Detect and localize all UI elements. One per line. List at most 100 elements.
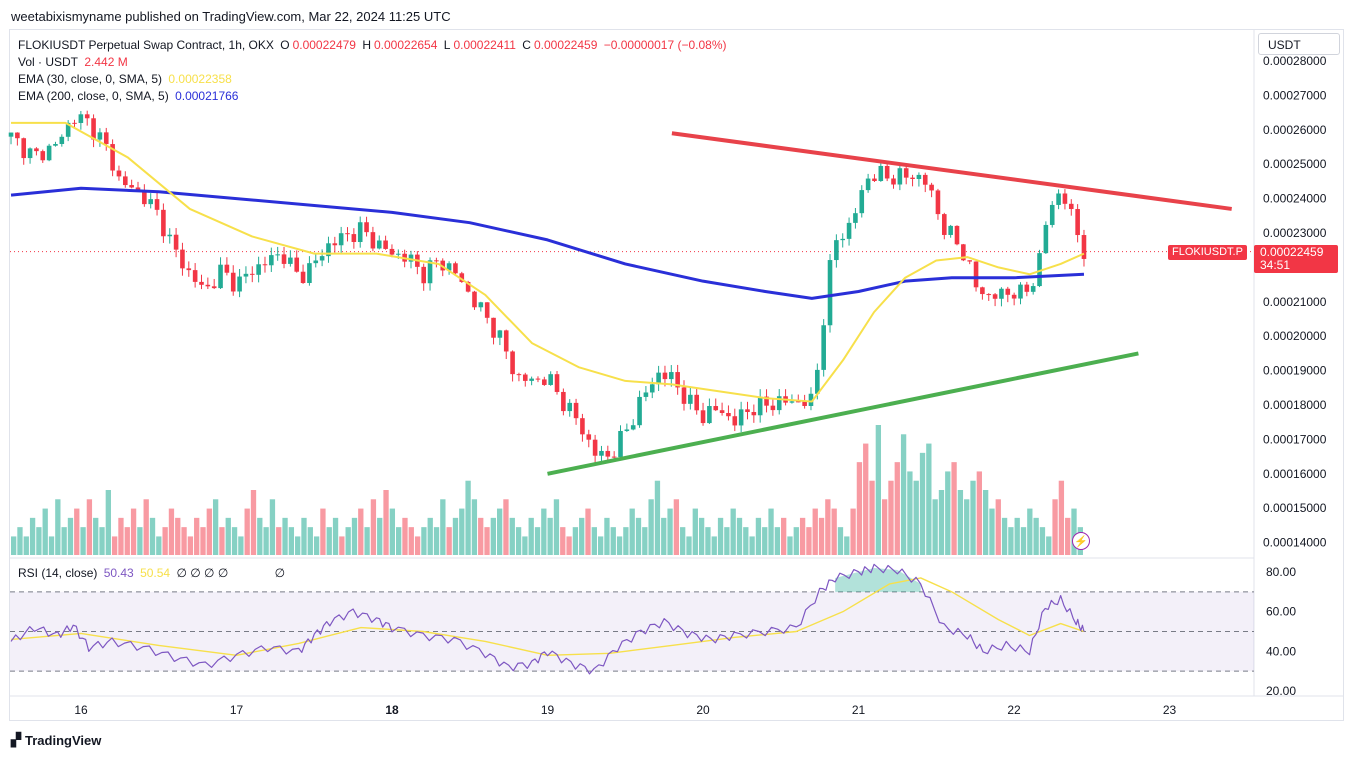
volume-bar bbox=[1027, 508, 1033, 555]
candle-body bbox=[884, 165, 890, 179]
volume-bar bbox=[61, 527, 67, 555]
candle-body bbox=[148, 199, 153, 205]
volume-bar bbox=[269, 499, 276, 555]
candle-body bbox=[878, 165, 884, 182]
candle-body bbox=[535, 378, 541, 380]
candle-body bbox=[319, 256, 325, 261]
volume-bar bbox=[23, 536, 29, 555]
low-value: 0.00022411 bbox=[453, 38, 516, 52]
candle-body bbox=[802, 401, 807, 406]
candle-body bbox=[827, 260, 833, 326]
volume-bar bbox=[396, 527, 402, 555]
volume-bar bbox=[143, 499, 149, 555]
volume-bar bbox=[219, 527, 225, 555]
candle-body bbox=[288, 257, 293, 264]
candle-body bbox=[910, 177, 915, 179]
candle-body bbox=[738, 409, 744, 426]
candle-body bbox=[745, 409, 750, 413]
volume-bar bbox=[86, 499, 93, 555]
volume-bar bbox=[705, 527, 711, 555]
close-value: 0.00022459 bbox=[533, 38, 598, 52]
volume-bar bbox=[225, 517, 231, 555]
volume-bar bbox=[17, 527, 23, 555]
volume-bar bbox=[560, 527, 566, 555]
volume-bar bbox=[711, 536, 717, 555]
candle-body bbox=[561, 391, 566, 412]
candle-body bbox=[294, 257, 300, 272]
volume-bar bbox=[642, 527, 648, 555]
volume-bar bbox=[465, 480, 471, 555]
candle-body bbox=[389, 248, 395, 255]
volume-bar bbox=[295, 536, 301, 555]
candle-body bbox=[269, 255, 274, 266]
volume-bar bbox=[686, 536, 692, 555]
volume-bar bbox=[724, 527, 730, 555]
volume-bar bbox=[787, 536, 793, 555]
volume-bar bbox=[124, 527, 130, 555]
price-tick-label: 0.00016000 bbox=[1263, 467, 1327, 481]
volume-bar bbox=[957, 490, 964, 555]
symbol-legend: FLOKIUSDT Perpetual Swap Contract, 1h, O… bbox=[18, 38, 729, 52]
symbol-price-tag: FLOKIUSDT.P bbox=[1168, 245, 1247, 260]
candle-body bbox=[345, 233, 350, 235]
candle-body bbox=[732, 416, 738, 426]
rsi-label: RSI (14, close) bbox=[18, 566, 98, 580]
volume-bar bbox=[806, 527, 812, 555]
volume-bar bbox=[80, 527, 86, 555]
volume-bar bbox=[206, 508, 212, 555]
candle-body bbox=[186, 268, 192, 271]
candle-body bbox=[872, 178, 877, 182]
volume-bar bbox=[932, 499, 938, 555]
candle-body bbox=[707, 406, 712, 424]
volume-bar bbox=[67, 517, 74, 555]
volume-bar bbox=[1039, 527, 1046, 555]
flash-icon[interactable]: ⚡ bbox=[1072, 532, 1090, 550]
candle-body bbox=[529, 378, 534, 381]
candle-body bbox=[859, 190, 865, 214]
volume-bar bbox=[111, 536, 118, 555]
candle-body bbox=[764, 396, 769, 406]
candle-body bbox=[497, 330, 503, 338]
change-value: −0.00000017 (−0.08%) bbox=[603, 38, 727, 52]
volume-bar bbox=[667, 508, 673, 555]
candle-body bbox=[491, 317, 496, 338]
volume-bar bbox=[825, 499, 831, 555]
candle-body bbox=[681, 387, 687, 404]
candle-body bbox=[688, 394, 693, 404]
volume-bar bbox=[433, 527, 440, 555]
candle-body bbox=[262, 264, 268, 266]
candle-body bbox=[834, 240, 839, 261]
volume-bar bbox=[263, 527, 269, 555]
time-tick-label: 18 bbox=[385, 703, 399, 717]
volume-bar bbox=[1014, 517, 1020, 555]
candle-body bbox=[1062, 193, 1068, 204]
candle-body bbox=[891, 178, 896, 185]
chart-frame[interactable] bbox=[9, 29, 1344, 721]
volume-bar bbox=[907, 471, 913, 555]
candle-body bbox=[986, 294, 992, 296]
resistance-trendline bbox=[671, 131, 1232, 211]
candle-body bbox=[465, 281, 471, 292]
candle-body bbox=[383, 240, 388, 249]
volume-bar bbox=[661, 517, 667, 555]
volume-bar bbox=[484, 527, 490, 555]
symbol-name[interactable]: FLOKIUSDT Perpetual Swap Contract, 1h, O… bbox=[18, 38, 274, 52]
candle-body bbox=[605, 450, 611, 457]
candle-body bbox=[580, 418, 585, 435]
candle-body bbox=[72, 122, 77, 124]
candle-body bbox=[357, 222, 363, 243]
volume-bar bbox=[452, 517, 459, 555]
currency-unit-button[interactable]: USDT bbox=[1258, 33, 1340, 55]
volume-bar bbox=[629, 508, 635, 555]
candle-body bbox=[808, 393, 814, 406]
rsi-na-values: ∅ ∅ ∅ ∅ bbox=[176, 566, 229, 580]
tradingview-logo-icon: ▞ bbox=[11, 732, 21, 747]
candle-body bbox=[34, 148, 39, 152]
candle-body bbox=[173, 234, 179, 250]
time-tick-label: 22 bbox=[1007, 703, 1021, 717]
volume-bar bbox=[93, 517, 99, 555]
candle-body bbox=[675, 372, 680, 388]
candle-body bbox=[992, 294, 998, 299]
rsi-value: 50.43 bbox=[103, 566, 134, 580]
